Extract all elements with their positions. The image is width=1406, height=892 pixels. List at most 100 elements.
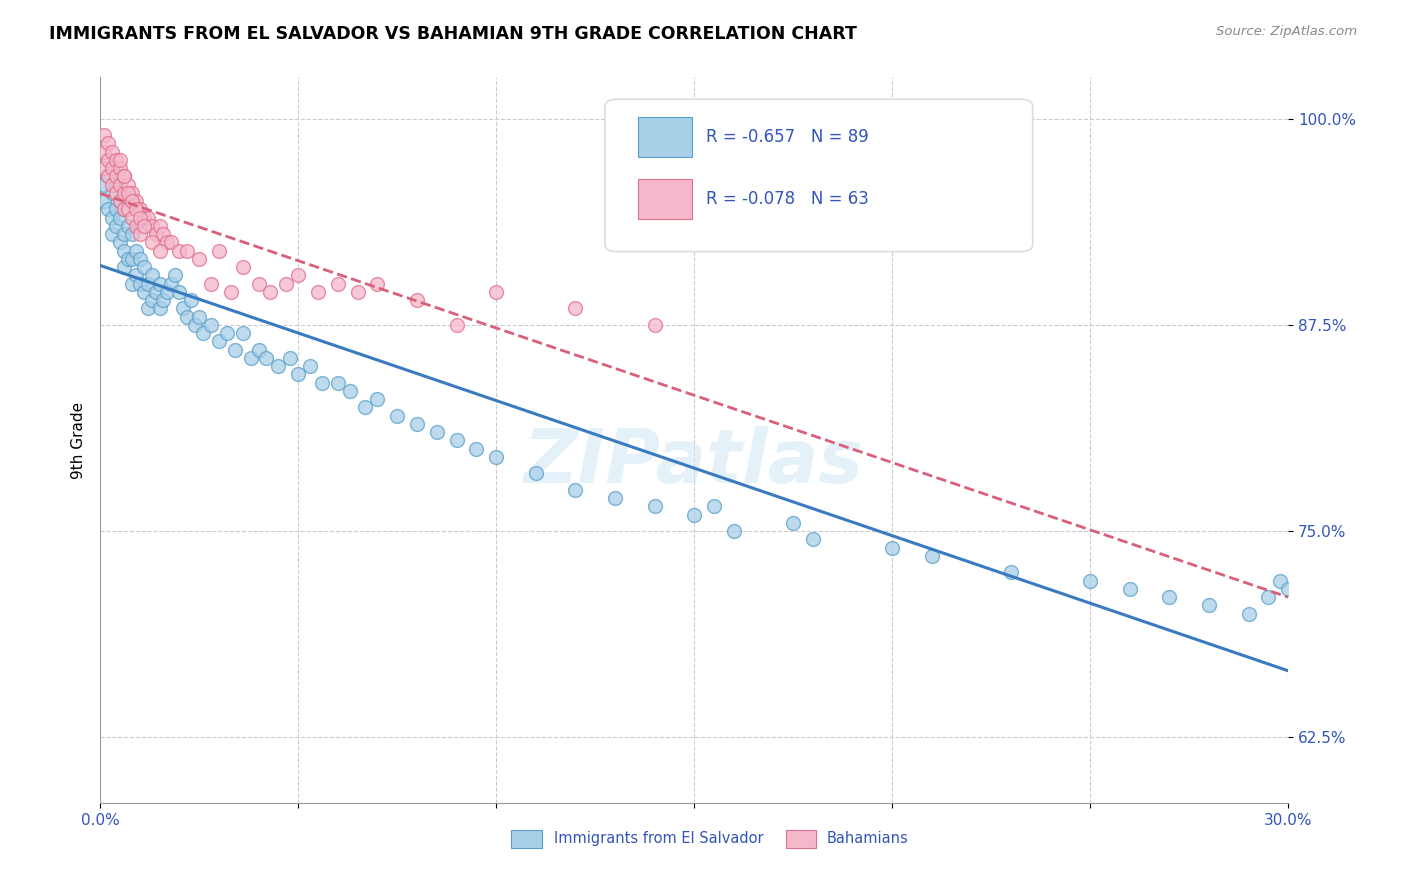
Point	[141, 268, 163, 283]
Y-axis label: 9th Grade: 9th Grade	[72, 401, 86, 479]
Bar	[638, 179, 692, 219]
FancyBboxPatch shape	[605, 99, 1033, 252]
Point	[232, 326, 254, 340]
Point	[104, 178, 127, 192]
Point	[112, 169, 135, 184]
Point	[169, 244, 191, 258]
Point	[93, 145, 115, 159]
Point	[112, 202, 135, 217]
Point	[326, 277, 349, 291]
Point	[723, 524, 745, 538]
Point	[276, 277, 298, 291]
Text: ZIPatlas: ZIPatlas	[524, 425, 865, 499]
Text: Bahamians: Bahamians	[827, 831, 908, 847]
Point	[782, 516, 804, 530]
Point	[97, 136, 120, 151]
Point	[121, 277, 143, 291]
Point	[1257, 590, 1279, 604]
Point	[148, 219, 170, 233]
Point	[446, 434, 468, 448]
Point	[117, 178, 139, 192]
Point	[101, 211, 124, 225]
Point	[256, 351, 278, 365]
Point	[101, 186, 124, 200]
Point	[191, 326, 214, 340]
Point	[1159, 590, 1181, 604]
Point	[287, 268, 309, 283]
Point	[644, 500, 666, 514]
Text: Source: ZipAtlas.com: Source: ZipAtlas.com	[1216, 25, 1357, 38]
Point	[406, 417, 429, 431]
Point	[224, 343, 246, 357]
Point	[125, 244, 148, 258]
Point	[145, 227, 167, 241]
Point	[215, 326, 238, 340]
Point	[366, 392, 388, 406]
Point	[108, 153, 131, 167]
Point	[603, 491, 626, 505]
Point	[703, 500, 725, 514]
Point	[259, 285, 281, 299]
Point	[287, 368, 309, 382]
Point	[465, 442, 488, 456]
Point	[219, 285, 242, 299]
Point	[132, 211, 155, 225]
Point	[93, 161, 115, 176]
Point	[921, 549, 943, 563]
Point	[125, 219, 148, 233]
Point	[346, 285, 368, 299]
Point	[169, 285, 191, 299]
Point	[156, 235, 179, 250]
Point	[121, 252, 143, 266]
Point	[125, 268, 148, 283]
Point	[93, 194, 115, 209]
Point	[1119, 582, 1142, 596]
Point	[232, 260, 254, 274]
Point	[165, 268, 187, 283]
Point	[104, 169, 127, 184]
Point	[311, 376, 333, 390]
Point	[339, 384, 361, 398]
Point	[1277, 582, 1299, 596]
Point	[278, 351, 301, 365]
Point	[172, 301, 194, 316]
Point	[104, 186, 127, 200]
Point	[176, 244, 198, 258]
Point	[200, 277, 222, 291]
Point	[108, 194, 131, 209]
Point	[132, 219, 155, 233]
Point	[141, 293, 163, 307]
Point	[1270, 574, 1292, 588]
Point	[128, 202, 150, 217]
Point	[564, 483, 586, 497]
Point	[564, 301, 586, 316]
Point	[97, 169, 120, 184]
Point	[101, 178, 124, 192]
Point	[136, 211, 159, 225]
Point	[93, 178, 115, 192]
Point	[524, 467, 547, 481]
Point	[101, 145, 124, 159]
Point	[112, 244, 135, 258]
Point	[101, 227, 124, 241]
Point	[200, 318, 222, 332]
Point	[101, 161, 124, 176]
Point	[108, 211, 131, 225]
Point	[152, 293, 174, 307]
Point	[117, 219, 139, 233]
Point	[160, 277, 183, 291]
Point	[117, 186, 139, 200]
Point	[385, 409, 408, 423]
Point	[176, 310, 198, 324]
Point	[267, 359, 290, 373]
Point	[121, 227, 143, 241]
Point	[112, 227, 135, 241]
Point	[188, 252, 211, 266]
Bar	[638, 118, 692, 157]
Point	[148, 244, 170, 258]
Point	[239, 351, 262, 365]
Point	[112, 202, 135, 217]
Point	[801, 533, 824, 547]
Point	[1078, 574, 1101, 588]
Point	[128, 277, 150, 291]
